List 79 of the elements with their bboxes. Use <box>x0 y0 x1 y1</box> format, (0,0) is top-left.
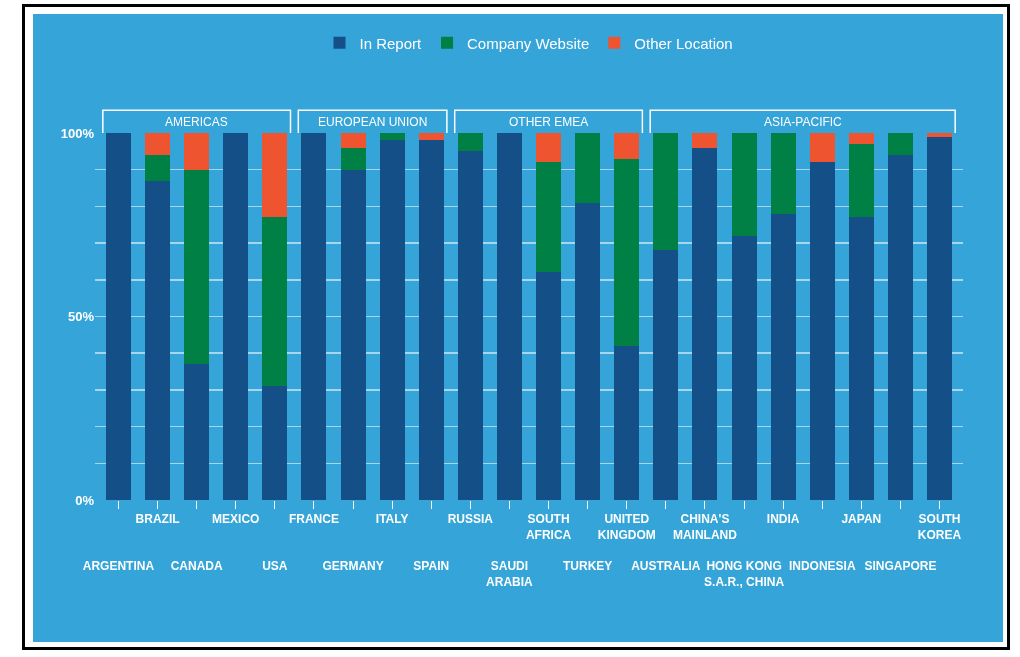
x-tick-label: BRAZIL <box>135 512 180 527</box>
bar <box>184 133 210 170</box>
legend-label: Company Website <box>467 34 590 52</box>
bar <box>848 144 874 218</box>
bar <box>653 133 679 251</box>
bar <box>770 213 796 500</box>
x-tick-label: USA <box>262 559 288 574</box>
bar <box>536 133 562 163</box>
bar <box>887 155 913 500</box>
bar <box>301 133 327 500</box>
bar <box>575 133 601 203</box>
x-tick-label: INDIA <box>766 512 800 527</box>
bar <box>809 162 835 500</box>
bar <box>184 364 210 500</box>
bar <box>692 133 718 148</box>
x-tick-label: SINGAPORE <box>864 559 937 574</box>
bar <box>457 133 483 152</box>
bar <box>418 140 444 500</box>
bar <box>614 133 640 159</box>
text: ASIA-PACIFIC <box>764 115 843 129</box>
bar <box>184 169 210 365</box>
bar <box>731 133 757 236</box>
x-tick-label: SOUTH AFRICA <box>525 512 572 542</box>
bar <box>653 250 679 500</box>
bar <box>614 345 640 500</box>
x-tick-label: ARGENTINA <box>82 559 155 574</box>
bar <box>105 133 131 500</box>
bar <box>809 133 835 163</box>
bar <box>731 235 757 500</box>
legend-label: In Report <box>359 34 423 52</box>
x-tick-label: FRANCE <box>288 512 339 527</box>
bar <box>457 151 483 500</box>
bar <box>262 386 288 500</box>
bar <box>770 133 796 214</box>
x-tick-label: TURKEY <box>562 559 613 574</box>
bar <box>536 272 562 500</box>
x-tick-label: RUSSIA <box>447 512 494 527</box>
legend-label: Other Location <box>634 34 733 52</box>
bar <box>340 133 366 148</box>
bar <box>887 133 913 156</box>
bar <box>418 133 444 141</box>
x-tick-label: MEXICO <box>212 512 260 527</box>
bar <box>262 133 288 218</box>
text: EUROPEAN UNION <box>318 115 428 129</box>
bar <box>692 147 718 500</box>
x-tick-label: CHINA'S MAINLAND <box>672 512 738 542</box>
bar <box>496 133 522 500</box>
x-tick-label: GERMANY <box>322 559 384 574</box>
text: OTHER EMEA <box>509 115 589 129</box>
bar <box>848 133 874 145</box>
bar <box>379 140 405 500</box>
bar <box>340 169 366 500</box>
bar <box>223 133 249 500</box>
text: AMERICAS <box>165 115 228 129</box>
bar <box>340 147 366 170</box>
bar <box>614 158 640 346</box>
x-tick-label: INDONESIA <box>788 559 856 574</box>
x-tick-label: AUSTRALIA <box>631 559 701 574</box>
y-tick-label: 0% <box>75 492 95 508</box>
x-tick-label: SAUDI ARABIA <box>486 559 534 589</box>
bar <box>145 133 171 156</box>
x-tick-label: CANADA <box>170 559 223 574</box>
x-tick-label: HONG KONG S.A.R., CHINA <box>704 559 785 589</box>
bar <box>145 155 171 181</box>
bar <box>575 202 601 500</box>
bar <box>927 136 953 500</box>
bar <box>927 133 953 137</box>
x-tick-label: ITALY <box>375 512 409 527</box>
bar <box>379 133 405 141</box>
x-tick-label: SOUTH KOREA <box>917 512 962 542</box>
bar <box>145 180 171 500</box>
x-tick-label: JAPAN <box>841 512 882 527</box>
bar <box>536 162 562 273</box>
x-tick-label: UNITED KINGDOM <box>597 512 656 542</box>
y-tick-label: 100% <box>60 125 95 141</box>
bar <box>848 217 874 500</box>
y-tick-label: 50% <box>67 309 95 325</box>
x-tick-label: SPAIN <box>413 559 450 574</box>
bar <box>262 217 288 387</box>
